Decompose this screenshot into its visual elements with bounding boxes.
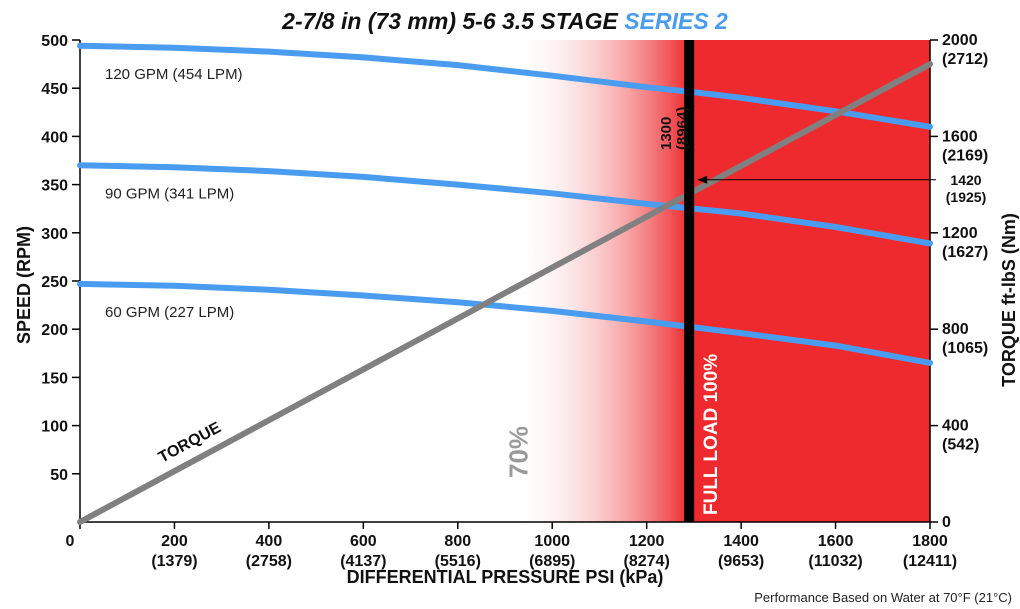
bottom-tick-sublabel: (8274) bbox=[624, 553, 670, 570]
right-tick-sublabel: (542) bbox=[942, 437, 979, 454]
right-tick-label: 1600 bbox=[942, 128, 978, 145]
left-tick-label: 250 bbox=[41, 274, 68, 291]
right-tick-sublabel: (2712) bbox=[942, 51, 988, 68]
bottom-tick-sublabel: (5516) bbox=[435, 553, 481, 570]
right-tick-label: 2000 bbox=[942, 32, 978, 49]
full-load-kpa: (8964) bbox=[674, 107, 691, 150]
bottom-tick-sublabel: (2758) bbox=[246, 553, 292, 570]
speed-curve-1 bbox=[77, 162, 933, 247]
y-axis-right-label: TORQUE ft-lbS (Nm) bbox=[999, 213, 1019, 387]
speed-curve-label-0: 120 GPM (454 LPM) bbox=[105, 66, 243, 83]
torque-marker-arrowhead bbox=[697, 175, 708, 184]
seventy-percent-label: 70% bbox=[504, 426, 534, 478]
bottom-tick-label: 600 bbox=[350, 533, 377, 550]
chart-title-series: SERIES 2 bbox=[624, 8, 728, 34]
bottom-axis-ticks: 0 200 (1379) 400 (2758) 600 (4137) 800 (5516) 100… bbox=[66, 522, 957, 570]
right-tick-sublabel: (1065) bbox=[942, 340, 988, 357]
bottom-tick-sublabel: (11032) bbox=[808, 553, 862, 570]
bottom-tick-label: 200 bbox=[161, 533, 188, 550]
torque-line bbox=[77, 61, 933, 525]
bottom-tick-label: 1400 bbox=[723, 533, 759, 550]
speed-curve-label-1: 90 GPM (341 LPM) bbox=[105, 185, 234, 202]
bottom-tick-label: 1200 bbox=[629, 533, 665, 550]
left-tick-label: 150 bbox=[41, 370, 68, 387]
chart-title: 2-7/8 in (73 mm) 5-6 3.5 STAGE SERIES 2 bbox=[281, 8, 728, 34]
speed-curve-label-2: 60 GPM (227 LPM) bbox=[105, 304, 234, 321]
left-tick-label: 100 bbox=[41, 419, 68, 436]
y-axis-left-label: SPEED (RPM) bbox=[14, 226, 34, 344]
speed-curve-2 bbox=[77, 280, 933, 366]
right-tick-label: 400 bbox=[942, 418, 969, 435]
right-tick-label: 800 bbox=[942, 321, 969, 338]
right-tick-label: 1200 bbox=[942, 225, 978, 242]
right-tick-sublabel: (2169) bbox=[942, 147, 988, 164]
left-tick-label: 500 bbox=[41, 33, 68, 50]
footnote: Performance Based on Water at 70°F (21°C… bbox=[754, 590, 1012, 605]
left-tick-label: 300 bbox=[41, 226, 68, 243]
full-load-zone bbox=[689, 40, 930, 522]
bottom-tick-sublabel: (9653) bbox=[718, 553, 764, 570]
bottom-tick-label: 800 bbox=[444, 533, 471, 550]
left-tick-label: 50 bbox=[50, 467, 68, 484]
left-tick-label: 400 bbox=[41, 129, 68, 146]
full-load-pressure-label: 1300 (8964) bbox=[658, 107, 691, 150]
bottom-tick-sublabel: (6895) bbox=[529, 553, 575, 570]
x-axis-label: DIFFERENTIAL PRESSURE PSI (kPa) bbox=[347, 567, 664, 587]
right-axis-ticks: 0 400 (542) 800 (1065) 1200 (1627) 1600 (2169) 20… bbox=[930, 32, 988, 531]
torque-marker bbox=[697, 175, 936, 184]
full-load-bar bbox=[684, 40, 695, 522]
left-tick-label: 450 bbox=[41, 81, 68, 98]
torque-marker-nm: (1925) bbox=[946, 189, 986, 205]
bottom-tick-label: 1600 bbox=[818, 533, 854, 550]
seventy-percent-gradient-zone bbox=[509, 40, 690, 522]
left-tick-label: 200 bbox=[41, 322, 68, 339]
right-tick-sublabel: (1627) bbox=[942, 244, 988, 261]
bottom-tick-sublabel: (12411) bbox=[903, 553, 957, 570]
full-load-psi: 1300 bbox=[658, 117, 675, 150]
torque-marker-value: 1420 bbox=[950, 172, 981, 188]
right-tick-label: 0 bbox=[942, 514, 951, 531]
left-tick-label: 350 bbox=[41, 178, 68, 195]
bottom-tick-label: 400 bbox=[256, 533, 283, 550]
full-load-label: FULL LOAD 100% bbox=[701, 354, 722, 515]
left-axis-ticks: 50 100 150 200 250 300 350 400 450 500 bbox=[41, 33, 80, 484]
bottom-tick-label: 0 bbox=[66, 533, 75, 550]
bottom-tick-label: 1800 bbox=[912, 533, 948, 550]
bottom-tick-label: 1000 bbox=[534, 533, 570, 550]
chart-title-main: 2-7/8 in (73 mm) 5-6 3.5 STAGE bbox=[281, 8, 624, 34]
bottom-tick-sublabel: (4137) bbox=[340, 553, 386, 570]
speed-curve-0 bbox=[77, 42, 933, 130]
bottom-tick-sublabel: (1379) bbox=[151, 553, 197, 570]
